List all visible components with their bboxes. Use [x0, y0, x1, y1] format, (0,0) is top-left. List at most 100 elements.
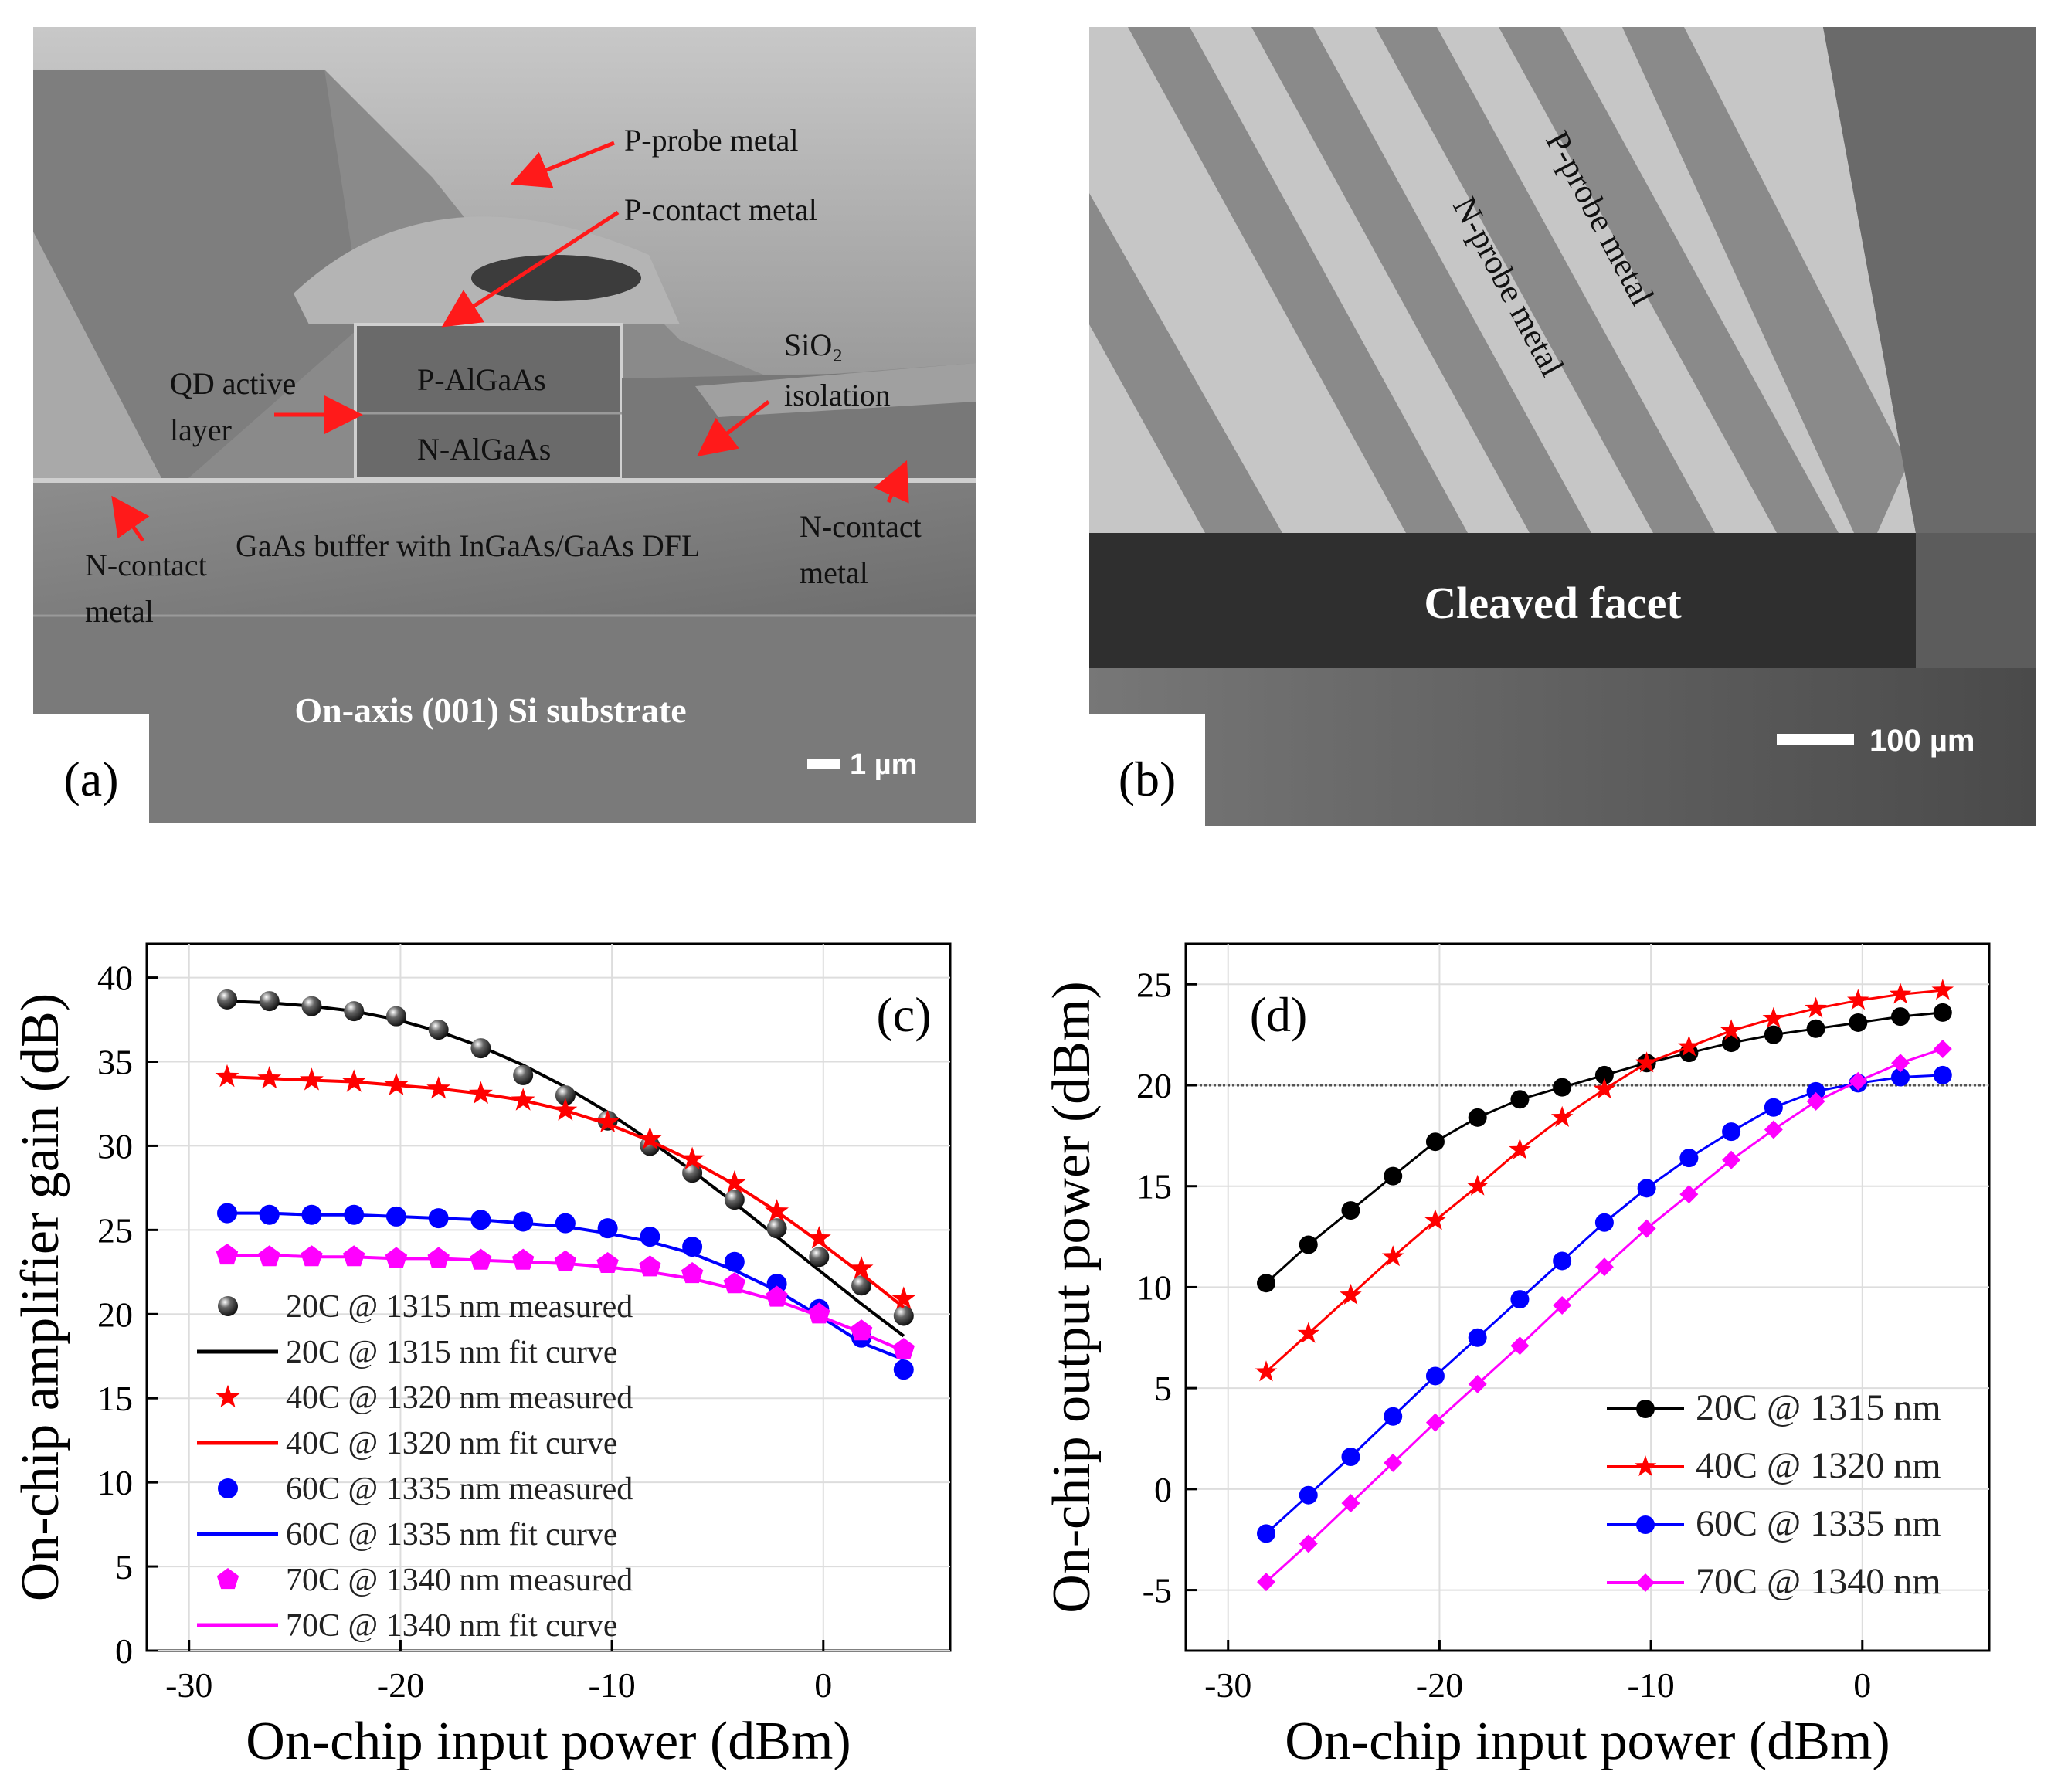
data-point: [1679, 1149, 1699, 1168]
data-point: [301, 996, 322, 1016]
y-tick-label: 40: [97, 959, 133, 998]
data-point: [637, 1126, 662, 1149]
y-tick-label: 0: [115, 1631, 133, 1671]
legend-label-2: 60C @ 1335 nm: [1696, 1503, 1941, 1544]
data-point: [426, 1076, 451, 1099]
data-point: [217, 989, 237, 1010]
data-point: [766, 1274, 787, 1295]
panel-b-letter: (b): [1119, 752, 1177, 806]
y-tick-label: 25: [1136, 965, 1172, 1004]
panel-b-right-substrate: [1823, 27, 2036, 533]
legend-label-fit-3: 70C @ 1340 nm fit curve: [286, 1608, 617, 1644]
data-point: [385, 1247, 408, 1268]
data-point: [1933, 1039, 1952, 1058]
data-point: [1297, 1322, 1319, 1343]
data-point: [384, 1072, 409, 1096]
y-tick-label: 5: [1154, 1369, 1172, 1408]
data-point: [1891, 1054, 1910, 1073]
data-point: [1384, 1453, 1403, 1472]
data-point: [555, 1213, 576, 1234]
data-point: [470, 1248, 492, 1270]
data-point: [639, 1255, 661, 1277]
data-point: [1678, 1035, 1700, 1057]
panel-b-sem-image: Cleaved facet P-probe metal N-probe meta…: [1089, 27, 2036, 826]
label-sio2: SiO₂: [784, 328, 843, 362]
data-point: [1933, 1065, 1952, 1084]
data-point: [1933, 1003, 1952, 1022]
legend-marker-3: [1636, 1573, 1655, 1592]
x-tick-label: 0: [814, 1665, 832, 1705]
data-point: [1384, 1407, 1403, 1426]
panel-b-lower-substrate: [1089, 668, 2036, 826]
panel-a-mesa: [354, 323, 623, 480]
legend-label-0: 20C @ 1315 nm: [1696, 1387, 1941, 1428]
arrow-p-probe: [510, 141, 615, 188]
data-point: [343, 1245, 365, 1267]
data-point: [808, 1302, 830, 1324]
data-point: [1341, 1494, 1360, 1513]
data-point: [1722, 1122, 1741, 1142]
data-point: [554, 1250, 577, 1271]
x-tick-label: 0: [1853, 1665, 1871, 1705]
data-point: [513, 1064, 534, 1085]
data-point: [1468, 1374, 1487, 1393]
data-point: [892, 1338, 915, 1359]
data-point: [1849, 1013, 1868, 1032]
data-point: [1255, 1360, 1278, 1382]
panel-b-scale-label: 100 µm: [1869, 724, 1975, 758]
arrow-p-contact: [441, 210, 620, 328]
chart-c: -30 -20 -10 0 0 5 10 15 20 25 30 35 40 On-chip input …: [11, 942, 952, 1771]
data-point: [553, 1098, 578, 1121]
data-point: [851, 1275, 872, 1296]
data-point: [1341, 1448, 1360, 1467]
panel-b-stripes: [1089, 27, 1908, 533]
data-point: [1553, 1251, 1572, 1271]
y-axis-label: On-chip amplifier gain (dB): [11, 993, 70, 1601]
data-point: [1510, 1090, 1530, 1109]
legend-label-measured-1: 40C @ 1320 nm measured: [286, 1380, 633, 1416]
label-substrate: On-axis (001) Si substrate: [294, 691, 686, 730]
data-point: [258, 1245, 280, 1267]
data-point: [216, 1244, 239, 1265]
panel-c-letter: (c): [876, 987, 931, 1042]
x-axis-label: On-chip input power (dBm): [246, 1712, 851, 1771]
data-point: [766, 1285, 788, 1307]
data-point: [682, 1237, 703, 1257]
data-point: [1509, 1138, 1531, 1159]
label-buffer: GaAs buffer with InGaAs/GaAs DFL: [236, 528, 700, 563]
chart-d: -30 -20 -10 0 -5 0 5 10 15 20 25 On-chip input powe…: [1042, 942, 1991, 1771]
data-point: [765, 1199, 789, 1222]
x-tick-label: -30: [165, 1665, 212, 1705]
legend-label-measured-0: 20C @ 1315 nm measured: [286, 1289, 633, 1325]
data-point: [469, 1081, 493, 1104]
label-p-probe-metal: P-probe metal: [624, 123, 799, 158]
legend-label-3: 70C @ 1340 nm: [1696, 1561, 1941, 1602]
x-tick-label: -10: [1627, 1665, 1674, 1705]
y-tick-label: 10: [1136, 1268, 1172, 1307]
legend-marker-1: [1634, 1455, 1657, 1477]
data-point: [1510, 1336, 1530, 1356]
data-point: [640, 1135, 660, 1156]
data-point: [849, 1256, 874, 1279]
data-point: [596, 1109, 620, 1133]
label-n-contact-right: N-contact: [800, 509, 922, 544]
legend-label-fit-1: 40C @ 1320 nm fit curve: [286, 1426, 617, 1461]
legend-label-measured-3: 70C @ 1340 nm measured: [286, 1563, 633, 1598]
y-tick-label: 35: [97, 1043, 133, 1082]
legend-marker-2: [218, 1478, 238, 1498]
data-point: [215, 1064, 239, 1088]
data-point: [1891, 1007, 1910, 1027]
data-point: [1257, 1524, 1275, 1543]
data-point: [597, 1218, 618, 1239]
panel-a-scale-label: 1 µm: [850, 748, 917, 781]
data-point: [1806, 1019, 1825, 1038]
panel-a-substrate: [33, 614, 976, 823]
label-qd-layer: layer: [170, 412, 232, 447]
data-point: [1931, 979, 1954, 1000]
data-point: [1425, 1132, 1445, 1152]
panel-a-letter: (a): [63, 752, 118, 806]
data-point: [1510, 1290, 1530, 1309]
data-point: [1468, 1328, 1487, 1347]
data-point: [1722, 1033, 1741, 1053]
data-point: [596, 1252, 619, 1273]
